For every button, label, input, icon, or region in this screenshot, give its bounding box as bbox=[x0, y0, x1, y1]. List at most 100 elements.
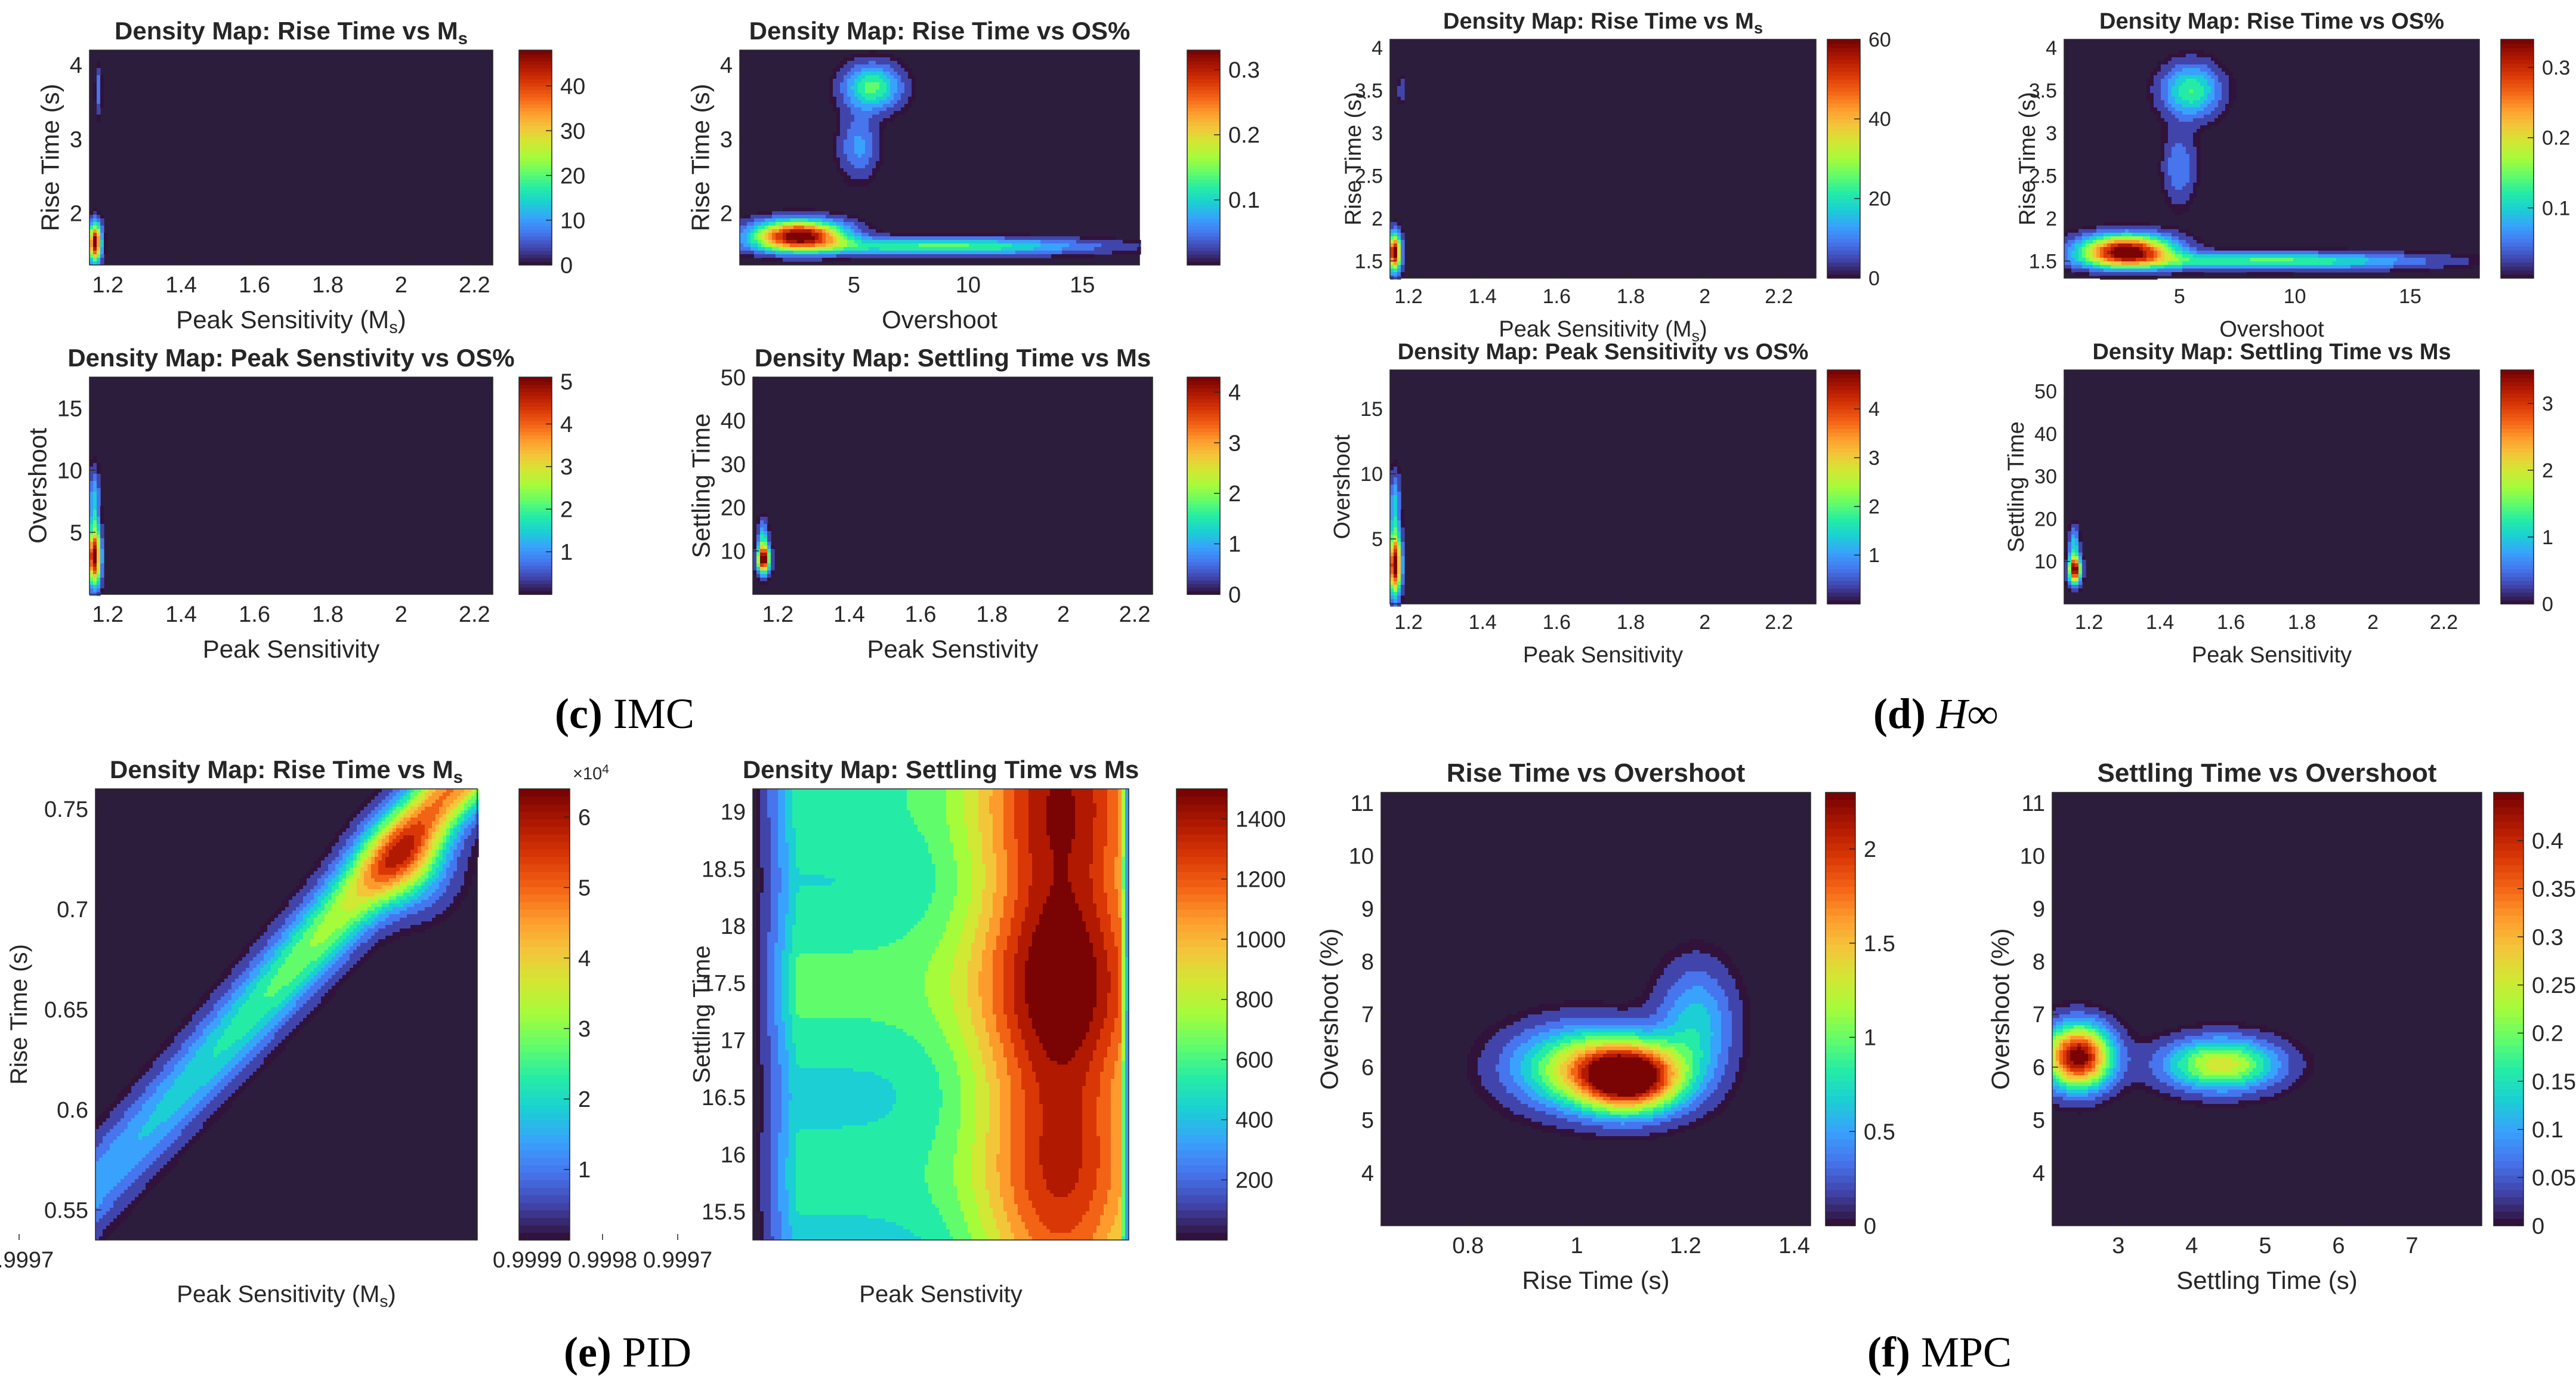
colorbar-segment bbox=[519, 140, 552, 144]
density-cell bbox=[858, 183, 862, 187]
density-cell bbox=[2161, 269, 2165, 273]
density-cell bbox=[847, 172, 851, 176]
density-cell bbox=[872, 147, 876, 151]
density-cell bbox=[2182, 175, 2186, 180]
density-cell bbox=[1397, 592, 1401, 596]
density-cell bbox=[93, 93, 97, 97]
colorbar-segment bbox=[1827, 198, 1860, 203]
density-cell bbox=[1401, 265, 1405, 269]
density-cell bbox=[2168, 93, 2172, 97]
density-cell bbox=[2071, 535, 2075, 539]
density-cell bbox=[2447, 254, 2451, 258]
density-cell bbox=[1062, 251, 1066, 255]
density-cell bbox=[1397, 470, 1401, 474]
density-cell bbox=[876, 86, 880, 90]
density-cell bbox=[1390, 229, 1394, 233]
density-cell bbox=[432, 789, 436, 793]
density-cell bbox=[104, 236, 108, 240]
density-cell bbox=[2193, 104, 2197, 108]
density-cell bbox=[435, 807, 440, 811]
density-cell bbox=[908, 86, 912, 90]
density-cell bbox=[393, 807, 397, 811]
density-cell bbox=[2168, 118, 2172, 122]
density-cell bbox=[89, 470, 94, 474]
density-cell bbox=[851, 183, 855, 187]
density-cell bbox=[861, 222, 866, 226]
density-cell bbox=[879, 122, 884, 126]
density-cell bbox=[2290, 269, 2294, 273]
density-cell bbox=[1091, 240, 1095, 244]
density-cell bbox=[840, 132, 844, 137]
density-cell bbox=[890, 57, 894, 61]
density-cell bbox=[2361, 254, 2365, 258]
density-cell bbox=[851, 93, 855, 97]
density-cell bbox=[2164, 251, 2169, 255]
density-cell bbox=[389, 803, 393, 807]
colorbar-segment bbox=[2501, 584, 2534, 589]
density-cell bbox=[965, 243, 969, 248]
density-cell bbox=[89, 499, 94, 503]
density-cell bbox=[2193, 165, 2197, 169]
density-cell bbox=[2068, 229, 2072, 233]
density-cell bbox=[840, 254, 844, 258]
density-cell bbox=[865, 97, 869, 101]
density-cell bbox=[883, 233, 887, 237]
density-cell bbox=[851, 125, 855, 129]
density-cell bbox=[829, 82, 833, 87]
density-cell bbox=[1394, 485, 1398, 489]
density-cell bbox=[2182, 125, 2186, 129]
density-cell bbox=[2240, 254, 2244, 258]
density-cell bbox=[89, 556, 94, 560]
density-cell bbox=[2179, 90, 2183, 94]
density-cell bbox=[2071, 588, 2075, 593]
density-cell bbox=[955, 236, 959, 240]
density-cell bbox=[2186, 90, 2190, 94]
density-cell bbox=[2068, 527, 2072, 532]
density-cell bbox=[2086, 247, 2090, 251]
density-cell bbox=[2100, 236, 2104, 240]
colorbar-segment bbox=[1827, 471, 1860, 476]
density-cell bbox=[2189, 150, 2194, 155]
density-cell bbox=[2182, 86, 2186, 90]
density-cell bbox=[869, 82, 873, 87]
density-cell bbox=[840, 240, 844, 244]
density-cell bbox=[2350, 251, 2355, 255]
x-tick-label: 1.8 bbox=[976, 602, 1008, 627]
density-cell bbox=[2075, 520, 2079, 525]
density-cell bbox=[2200, 258, 2204, 262]
density-cell bbox=[100, 79, 104, 83]
density-cell bbox=[2189, 197, 2194, 201]
density-cell bbox=[767, 538, 771, 542]
density-cell bbox=[765, 211, 769, 215]
density-cell bbox=[1069, 236, 1073, 240]
density-cell bbox=[861, 150, 866, 155]
density-cell bbox=[2286, 272, 2290, 276]
density-cell bbox=[2197, 247, 2201, 251]
colorbar-segment bbox=[1187, 500, 1220, 505]
density-cell bbox=[1019, 236, 1023, 240]
density-cell bbox=[2121, 243, 2126, 248]
density-cell bbox=[861, 240, 866, 244]
density-cell bbox=[872, 140, 876, 144]
density-cell bbox=[908, 240, 912, 244]
colorbar-segment bbox=[1827, 47, 1860, 52]
density-cell bbox=[2125, 233, 2129, 237]
colorbar-segment bbox=[2501, 234, 2534, 239]
density-cell bbox=[847, 57, 851, 61]
density-cell bbox=[2086, 272, 2090, 276]
density-cell bbox=[858, 75, 862, 79]
density-cell bbox=[1390, 236, 1394, 240]
density-cell bbox=[851, 254, 855, 258]
density-cell bbox=[1401, 549, 1405, 553]
density-cell bbox=[854, 229, 858, 233]
density-cell bbox=[471, 789, 475, 793]
density-cell bbox=[100, 510, 104, 514]
density-cell bbox=[2254, 251, 2258, 255]
density-cell bbox=[2161, 107, 2165, 112]
density-cell bbox=[2082, 272, 2086, 276]
density-cell bbox=[2265, 265, 2269, 269]
density-cell bbox=[944, 236, 948, 240]
density-cell bbox=[851, 233, 855, 237]
colorbar-tick-label: 4 bbox=[560, 412, 573, 437]
density-cell bbox=[951, 233, 955, 237]
